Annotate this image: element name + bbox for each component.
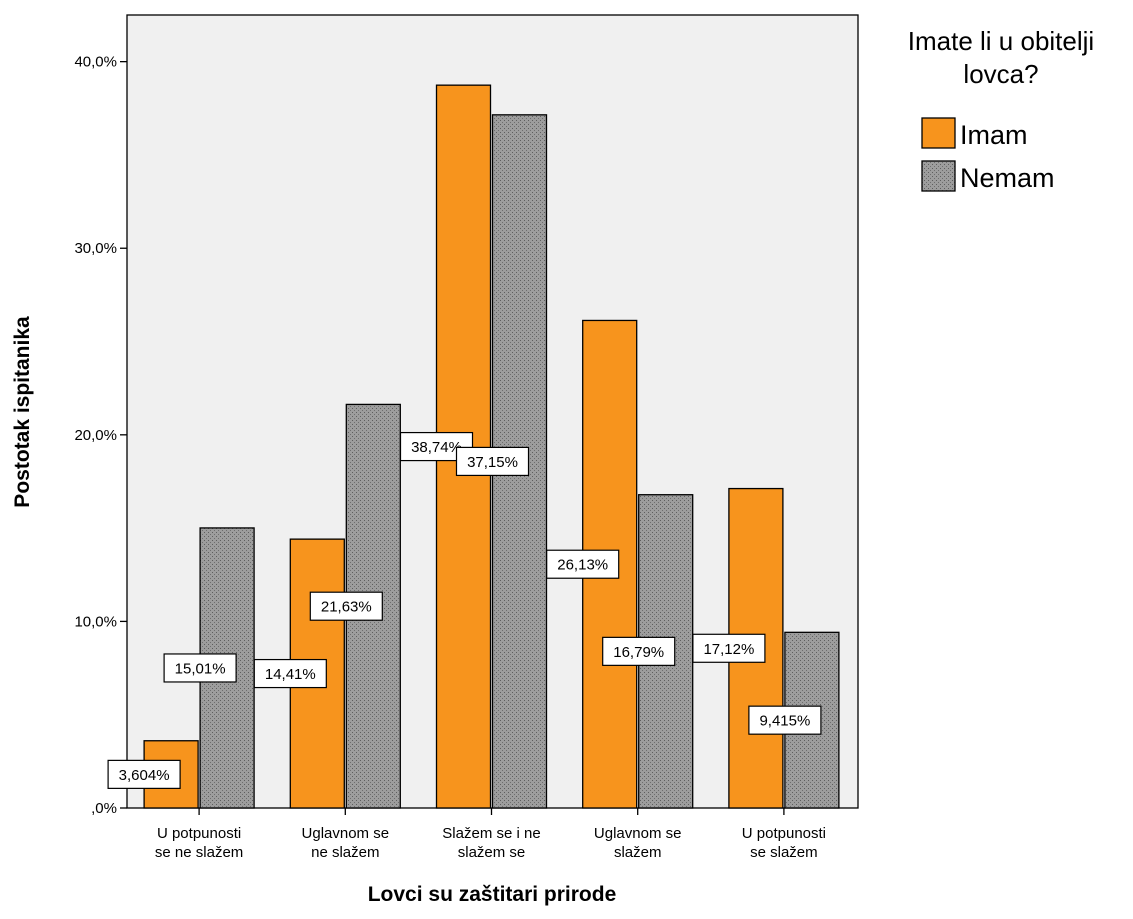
y-tick-label: 10,0% bbox=[74, 613, 117, 630]
data-label-box bbox=[692, 633, 766, 663]
data-label-box bbox=[748, 705, 822, 735]
data-label: 14,41% bbox=[253, 658, 327, 689]
x-tick-label: Slažem se i ne bbox=[442, 825, 540, 842]
data-label-text: 15,01% bbox=[175, 660, 226, 677]
data-label-text: 37,15% bbox=[467, 454, 518, 471]
data-label-text: 14,41% bbox=[265, 666, 316, 683]
legend-swatch-imam bbox=[921, 117, 956, 149]
data-label-text: 38,74% bbox=[411, 439, 462, 456]
x-tick-label: U potpunosti bbox=[742, 825, 826, 842]
x-tick-label: Uglavnom se bbox=[594, 825, 682, 842]
x-tick-label: ne slažem bbox=[311, 844, 379, 861]
data-label-box bbox=[163, 653, 237, 683]
y-tick-label: 30,0% bbox=[74, 240, 117, 257]
data-label-box bbox=[602, 636, 676, 666]
data-label-text: 17,12% bbox=[703, 641, 754, 658]
data-label-box bbox=[107, 759, 181, 789]
x-tick-label: se slažem bbox=[750, 844, 818, 861]
data-label: 17,12% bbox=[692, 633, 766, 663]
x-tick-label: slažem se bbox=[458, 844, 526, 861]
x-tick-label: slažem bbox=[614, 844, 662, 861]
data-label: 26,13% bbox=[546, 549, 620, 579]
data-labels: 3,604% 14,41% 38,74% 26,13% 17,12% 15,01% 21,6… bbox=[107, 431, 822, 789]
data-label: 38,74% bbox=[399, 431, 474, 462]
legend-title: Imate li u obitelji bbox=[908, 26, 1094, 56]
x-tick-label: Uglavnom se bbox=[302, 825, 390, 842]
data-label-box bbox=[399, 431, 474, 462]
data-label-text: 16,79% bbox=[613, 644, 664, 661]
x-tick-label: se ne slažem bbox=[155, 844, 243, 861]
y-tick-label: 20,0% bbox=[74, 427, 117, 444]
legend-label-imam: Imam bbox=[960, 120, 1028, 150]
legend-label-nemam: Nemam bbox=[960, 163, 1055, 193]
y-axis-title: Postotak ispitanika bbox=[11, 316, 34, 508]
data-label: 3,604% bbox=[107, 759, 181, 789]
data-label: 37,15% bbox=[455, 446, 530, 477]
x-axis-title: Lovci su zaštitari prirode bbox=[368, 883, 617, 906]
data-label-box bbox=[309, 591, 383, 621]
y-tick-label: 40,0% bbox=[74, 54, 117, 71]
data-label: 21,63% bbox=[309, 591, 383, 621]
x-tick-label: U potpunosti bbox=[157, 825, 241, 842]
legend-swatch-nemam bbox=[921, 160, 956, 192]
x-axis: U potpunosti se ne slažem Uglavnom se ne sl… bbox=[155, 808, 826, 861]
data-label-text: 26,13% bbox=[557, 557, 608, 574]
data-label: 15,01% bbox=[163, 653, 237, 683]
data-label-box bbox=[253, 658, 327, 689]
data-label-box bbox=[455, 446, 530, 477]
data-label: 9,415% bbox=[748, 705, 822, 735]
data-label-text: 21,63% bbox=[321, 599, 372, 616]
data-label-box bbox=[546, 549, 620, 579]
y-tick-label: ,0% bbox=[91, 800, 117, 817]
legend-title: lovca? bbox=[963, 59, 1038, 89]
y-axis: ,0% 10,0% 20,0% 30,0% 40,0% bbox=[74, 54, 127, 817]
data-label: 16,79% bbox=[602, 636, 676, 666]
data-label-text: 3,604% bbox=[119, 767, 170, 784]
data-label-text: 9,415% bbox=[759, 713, 810, 730]
